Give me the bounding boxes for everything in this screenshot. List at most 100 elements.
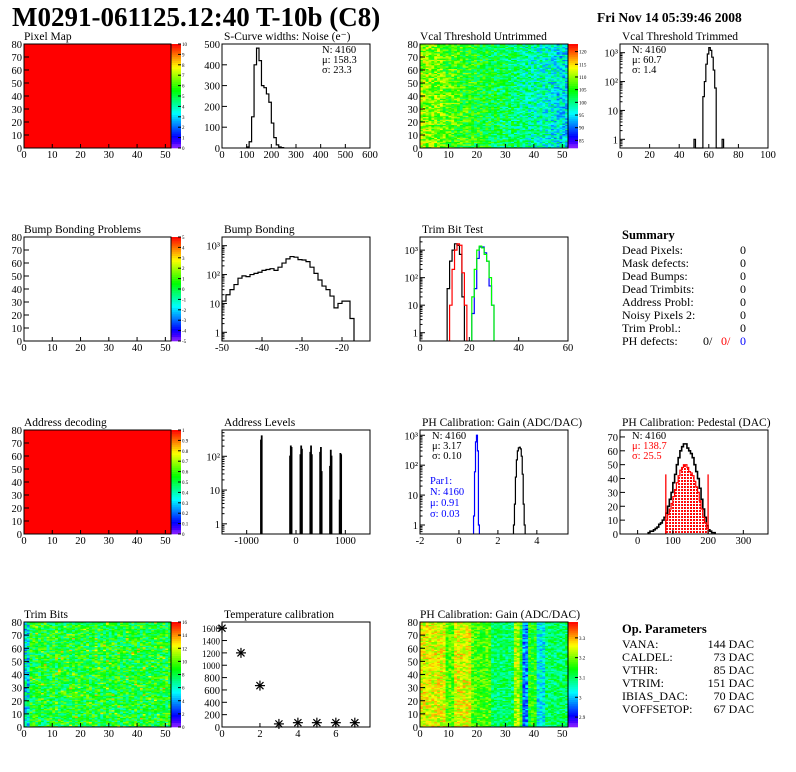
chart-title: Vcal Threshold Trimmed: [622, 31, 738, 43]
palette-swatch: [171, 306, 181, 308]
x-tick-label: 0: [417, 343, 422, 354]
palette-swatch: [171, 281, 181, 283]
y-tick-label: 60: [608, 447, 619, 458]
y-tick-label: 10³: [206, 242, 220, 253]
palette-swatch: [171, 129, 181, 131]
palette-tick-label: 0.9: [182, 439, 189, 444]
y-tick-label: 50: [12, 465, 23, 476]
palette-tick-label: 6: [182, 85, 185, 90]
palette-swatch: [171, 478, 181, 480]
y-tick-label: 70: [12, 439, 23, 450]
palette-swatch: [171, 108, 181, 110]
palette-tick-label: -1: [182, 298, 187, 303]
palette-swatch: [171, 526, 181, 528]
palette-tick-label: 0.4: [182, 491, 189, 496]
y-tick-label: 10³: [404, 431, 418, 442]
palette-swatch: [568, 119, 578, 121]
palette-swatch: [171, 474, 181, 476]
y-tick-label: 10: [12, 517, 23, 528]
palette-swatch: [568, 111, 578, 113]
palette-tick-label: 0.7: [182, 460, 189, 465]
y-tick-label: 0: [17, 530, 22, 541]
y-tick-label: 0: [215, 144, 220, 155]
palette-swatch: [568, 71, 578, 73]
y-tick-label: 30: [408, 105, 419, 116]
palette-swatch: [171, 507, 181, 509]
histogram-spike: [331, 456, 332, 534]
y-tick-label: 0: [17, 337, 22, 348]
palette-swatch: [171, 465, 181, 467]
y-tick-label: 60: [12, 259, 23, 270]
y-tick-label: 10: [408, 491, 419, 502]
y-tick-label: 10: [608, 516, 619, 527]
x-tick-label: 40: [674, 150, 685, 161]
y-tick-label: 10: [210, 299, 221, 310]
histogram-spike: [261, 436, 262, 534]
palette-swatch: [171, 100, 181, 102]
histogram-bar: [696, 487, 698, 534]
palette-swatch: [568, 86, 578, 88]
chart-title: PH Calibration: Pedestal (DAC): [622, 417, 771, 429]
x-tick-label: 0: [635, 536, 640, 547]
x-tick-label: 0: [617, 150, 622, 161]
palette-swatch: [568, 54, 578, 56]
plot-frame: [24, 237, 171, 341]
y-tick-label: 80: [408, 40, 419, 51]
palette-swatch: [568, 69, 578, 71]
palette-swatch: [568, 73, 578, 75]
x-tick-label: 0: [21, 343, 26, 354]
palette-swatch: [171, 463, 181, 465]
y-tick-label: 1: [413, 521, 418, 532]
y-tick-label: 70: [608, 433, 619, 444]
y-tick-label: 10³: [604, 49, 618, 60]
palette-swatch: [568, 96, 578, 98]
x-tick-label: -20: [335, 343, 349, 354]
y-tick-label: 0: [17, 144, 22, 155]
palette-tick-label: 120: [579, 51, 587, 56]
x-tick-label: -50: [215, 343, 229, 354]
x-tick-label: 60: [563, 343, 574, 354]
chart-panel: Address decoding00.10.20.30.40.50.60.70.…: [12, 417, 189, 547]
palette-tick-label: 110: [579, 76, 587, 81]
histogram-spike: [291, 448, 292, 534]
palette-swatch: [171, 291, 181, 293]
y-tick-label: 0: [613, 530, 618, 541]
x-tick-label: 50: [160, 150, 171, 161]
palette-swatch: [568, 123, 578, 125]
y-tick-label: 300: [204, 82, 220, 93]
palette-swatch: [171, 530, 181, 532]
palette-swatch: [171, 262, 181, 264]
x-tick-label: 50: [160, 343, 171, 354]
palette-tick-label: 0.5: [182, 481, 189, 486]
x-tick-label: 30: [500, 150, 511, 161]
histogram-line: [474, 435, 480, 534]
palette-swatch: [171, 447, 181, 449]
palette-swatch: [171, 467, 181, 469]
histogram-bar: [687, 467, 689, 534]
palette-swatch: [171, 326, 181, 328]
y-tick-label: 60: [12, 66, 23, 77]
palette-swatch: [568, 84, 578, 86]
stats-line: μ: 0.91: [430, 498, 460, 509]
y-tick-label: 10²: [206, 452, 220, 463]
palette-swatch: [171, 301, 181, 303]
palette-swatch: [171, 283, 181, 285]
histogram-spike: [302, 449, 303, 534]
y-tick-label: 10: [608, 106, 619, 117]
palette-tick-label: 4: [182, 246, 185, 251]
y-tick-label: 10: [12, 131, 23, 142]
palette-tick-label: -5: [182, 340, 187, 345]
x-tick-label: -2: [416, 536, 425, 547]
x-tick-label: 10: [47, 536, 58, 547]
histogram-bar: [690, 473, 692, 534]
x-tick-label: 10: [47, 343, 58, 354]
y-tick-label: 500: [204, 40, 220, 51]
palette-swatch: [171, 324, 181, 326]
y-tick-label: 80: [12, 233, 23, 244]
palette-swatch: [171, 140, 181, 142]
y-tick-label: 100: [204, 123, 220, 134]
palette-swatch: [171, 239, 181, 241]
y-tick-label: 1: [215, 520, 220, 531]
palette-swatch: [568, 46, 578, 48]
